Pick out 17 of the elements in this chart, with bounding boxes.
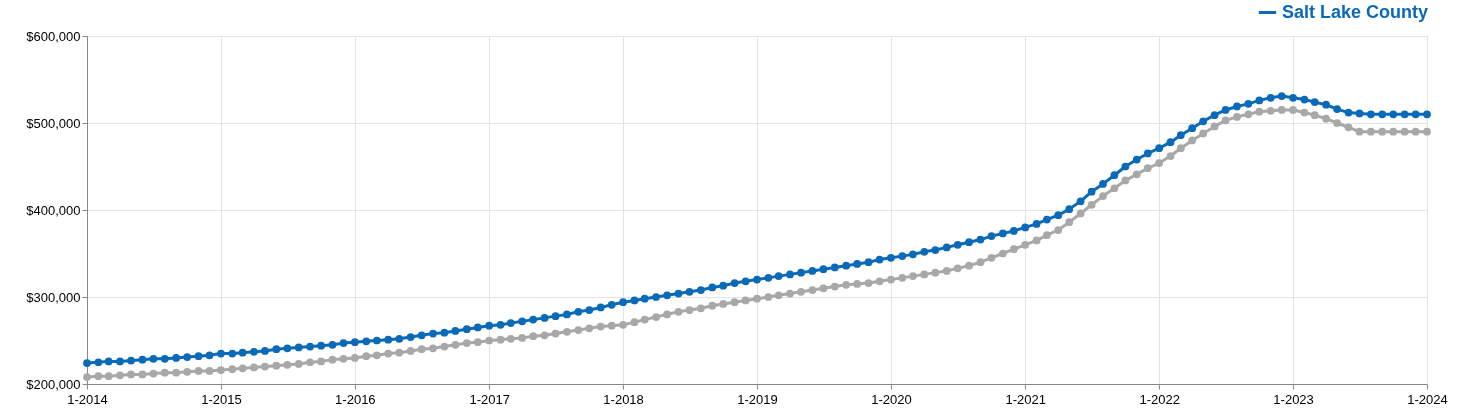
y-tick-label: $300,000	[26, 289, 81, 305]
y-tick-label: $600,000	[26, 28, 81, 44]
y-tick-label: $400,000	[26, 202, 81, 218]
x-tick-label: 1-2015	[201, 391, 242, 407]
x-tick-label: 1-2019	[737, 391, 778, 407]
y-tick-label: $200,000	[26, 376, 81, 392]
x-tick-label: 1-2020	[871, 391, 912, 407]
x-tick-label: 1-2017	[469, 391, 510, 407]
x-tick-label: 1-2022	[1139, 391, 1180, 407]
x-tick-label: 1-2014	[67, 391, 108, 407]
x-tick-label: 1-2024	[1407, 391, 1448, 407]
x-tick-label: 1-2016	[335, 391, 376, 407]
x-tick-label: 1-2021	[1005, 391, 1046, 407]
x-tick-label: 1-2023	[1273, 391, 1314, 407]
legend-label: Salt Lake County	[1282, 1, 1429, 22]
x-tick-label: 1-2018	[603, 391, 644, 407]
y-tick-label: $500,000	[26, 115, 81, 131]
